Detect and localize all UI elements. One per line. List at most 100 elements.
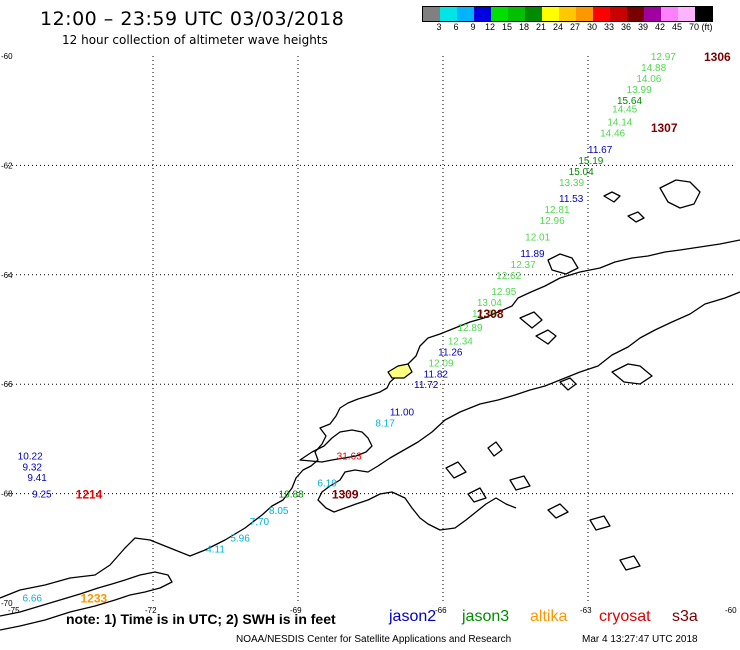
wave-height-value: 12.37 [511, 260, 536, 271]
orbit-pass-id: 1308 [477, 307, 504, 321]
wave-height-value: 12.34 [448, 336, 473, 347]
wave-height-value: 12.09 [429, 358, 454, 369]
legend-jason2: jason2 [389, 608, 437, 625]
wave-height-value: 12.97 [651, 52, 676, 63]
wave-height-value: 14.88 [641, 63, 666, 74]
generation-timestamp: Mar 4 13:27:47 UTC 2018 [582, 634, 698, 645]
wave-height-value: 6.66 [23, 594, 43, 605]
colorbar-swatch [576, 7, 593, 21]
colorbar-tick-label: 18 [518, 22, 530, 32]
latitude-label: -68 [1, 490, 13, 499]
wave-height-colorbar [422, 6, 713, 22]
latitude-label: -66 [1, 380, 13, 389]
colorbar-tick-label: 45 [671, 22, 683, 32]
wave-height-value: 8.05 [269, 506, 289, 517]
wave-height-value: 12.96 [540, 216, 565, 227]
wave-height-value: 9.32 [23, 462, 43, 473]
longitude-label: -75 [8, 606, 20, 615]
longitude-label: -60 [725, 606, 737, 615]
wave-height-value: 11.82 [424, 369, 449, 380]
colorbar-tick-label: 21 [535, 22, 547, 32]
longitude-label: -72 [145, 606, 157, 615]
orbit-pass-id: 1214 [76, 488, 103, 502]
graticule: -60 -62 -64 -66 -68 -70-75 -72 -69 -66 -63 -60 [1, 52, 737, 615]
orbit-pass-id: 1307 [651, 121, 678, 135]
wave-height-value: 15.64 [617, 96, 642, 107]
colorbar-swatch [457, 7, 474, 21]
colorbar-tick-label: 36 [620, 22, 632, 32]
latitude-label: -60 [1, 52, 13, 61]
wave-height-value: 11.53 [559, 194, 584, 205]
legend-jason3: jason3 [462, 608, 510, 625]
highlight-island [387, 363, 413, 379]
colorbar-tick-label: 3 [436, 22, 442, 32]
wave-height-value: 11.72 [414, 380, 439, 391]
colorbar-swatch [627, 7, 644, 21]
wave-height-value: 13.04 [477, 298, 502, 309]
eastern-island-1 [659, 179, 701, 209]
wave-height-value: 11.67 [588, 145, 613, 156]
eastern-island-13 [619, 555, 641, 571]
wave-height-value: 15.04 [569, 167, 594, 178]
colorbar-swatch [593, 7, 610, 21]
wave-height-value: 11.26 [438, 347, 463, 358]
colorbar-tick-label: (ft) [701, 22, 713, 32]
alexander-island-coast [0, 571, 173, 631]
colorbar-swatch [678, 7, 695, 21]
wave-height-value: 6.19 [317, 479, 337, 490]
orbit-pass-id: 1309 [332, 488, 359, 502]
latitude-label: -64 [1, 271, 13, 280]
wave-height-value: 12.81 [545, 205, 570, 216]
wave-height-value: 12.75 [472, 309, 497, 320]
wave-height-value: 7.70 [250, 517, 270, 528]
antarctic-peninsula-coast [0, 239, 740, 599]
wave-height-value: 19.88 [279, 490, 304, 501]
credit-line: NOAA/NESDIS Center for Satellite Applica… [236, 634, 512, 645]
colorbar-swatch [508, 7, 525, 21]
eastern-island-3 [627, 211, 645, 223]
colorbar-swatch [559, 7, 576, 21]
colorbar-swatch [695, 7, 712, 21]
legend-cryosat: cryosat [599, 608, 651, 625]
eastern-island-9 [487, 441, 503, 457]
colorbar-tick-label: 27 [569, 22, 581, 32]
legend-s3a: s3a [672, 608, 698, 625]
wave-height-value: 14.45 [612, 105, 637, 116]
colorbar-swatch [491, 7, 508, 21]
wave-height-value: 4.11 [206, 544, 225, 555]
legend-altika: altika [530, 608, 568, 625]
colorbar-tick-label: 15 [501, 22, 513, 32]
eastern-island-8 [559, 377, 577, 391]
wave-height-value: 12.95 [491, 287, 516, 298]
wave-height-value: 13.39 [559, 178, 584, 189]
wave-height-value: 15.19 [578, 156, 603, 167]
eastern-island-6 [535, 329, 557, 345]
orbit-pass-id: 1306 [704, 50, 731, 64]
eastern-island-12 [589, 515, 611, 531]
wave-height-value: 8.17 [375, 418, 395, 429]
wave-height-value: 9.25 [32, 490, 52, 501]
eastern-island-11 [547, 503, 569, 519]
wave-height-value: 31.63 [337, 451, 362, 462]
latitude-label: -70 [1, 599, 13, 608]
wave-height-value: 14.46 [600, 129, 625, 140]
coastline [0, 179, 740, 631]
map-title: 12:00 – 23:59 UTC 03/03/2018 [40, 8, 345, 30]
colorbar-tick-label: 30 [586, 22, 598, 32]
colorbar-swatch [525, 7, 542, 21]
wave-height-value: 14.06 [636, 74, 661, 85]
colorbar-swatch [440, 7, 457, 21]
eastern-island-15 [467, 487, 487, 503]
wave-height-value: 9.41 [27, 473, 47, 484]
wave-height-value: 12.62 [496, 271, 521, 282]
colorbar-tick-label: 6 [453, 22, 459, 32]
wave-height-value: 5.96 [230, 533, 250, 544]
colorbar-swatch [644, 7, 661, 21]
orbit-pass-id: 1233 [81, 592, 108, 606]
wave-height-value: 12.89 [458, 323, 483, 334]
eastern-island-4 [547, 253, 579, 275]
colorbar-tick-label: 12 [484, 22, 496, 32]
map-subtitle: 12 hour collection of altimeter wave hei… [62, 33, 328, 47]
wave-height-value: 11.00 [390, 408, 415, 419]
